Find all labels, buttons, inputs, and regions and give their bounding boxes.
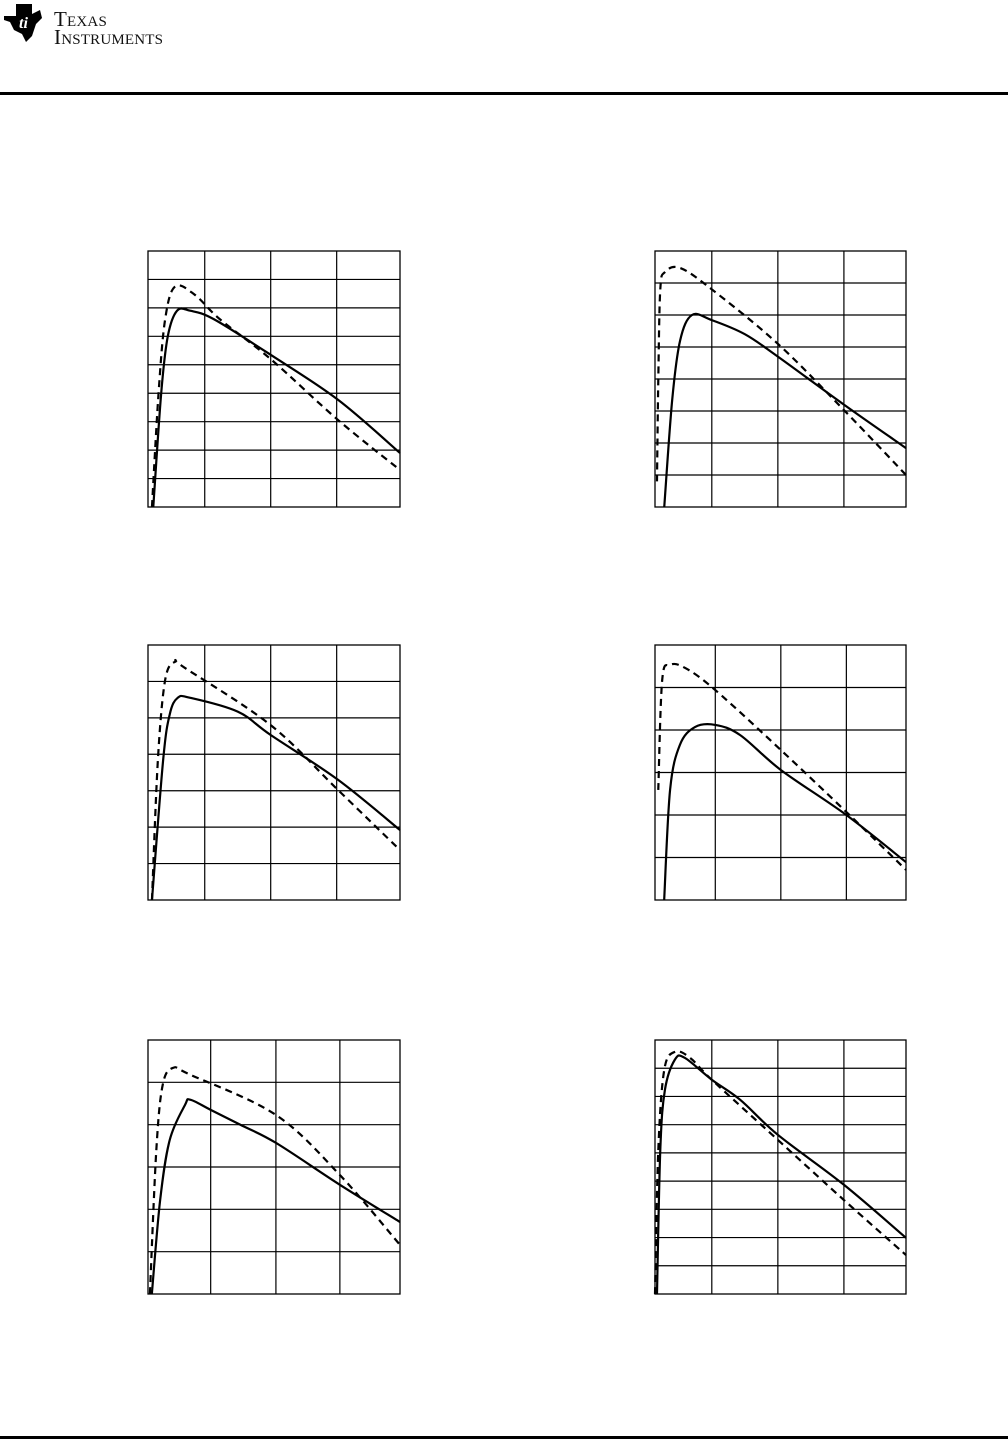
dashed-series-line (655, 265, 907, 482)
ti-state-logo-icon: ti (4, 4, 42, 42)
chart-1 (147, 250, 401, 508)
chart-5 (147, 1039, 401, 1295)
logo-text: Texas Instruments (54, 7, 164, 49)
plot-frame (654, 1039, 907, 1295)
ti-logo: ti Texas Instruments (2, 2, 192, 50)
dashed-series-line (150, 284, 401, 508)
solid-series-line (150, 1098, 401, 1295)
svg-text:ti: ti (19, 15, 28, 32)
dashed-series-line (150, 658, 401, 901)
plot-frame (147, 250, 401, 508)
dashed-series-line (657, 662, 907, 871)
logo-line-1: Texas (54, 7, 107, 31)
solid-series-line (655, 1054, 907, 1295)
logo-line-2: Instruments (54, 25, 164, 49)
chart-6 (653, 1039, 907, 1295)
solid-series-line (152, 307, 401, 508)
footer-rule (0, 1436, 1008, 1439)
chart-3 (147, 644, 401, 901)
chart-2 (654, 250, 907, 508)
plot-frame (147, 644, 401, 901)
chart-4 (654, 644, 907, 901)
solid-series-line (150, 694, 401, 901)
dashed-series-line (653, 1050, 907, 1295)
header-rule (0, 92, 1008, 95)
dashed-series-line (148, 1066, 401, 1295)
solid-series-line (663, 723, 907, 901)
